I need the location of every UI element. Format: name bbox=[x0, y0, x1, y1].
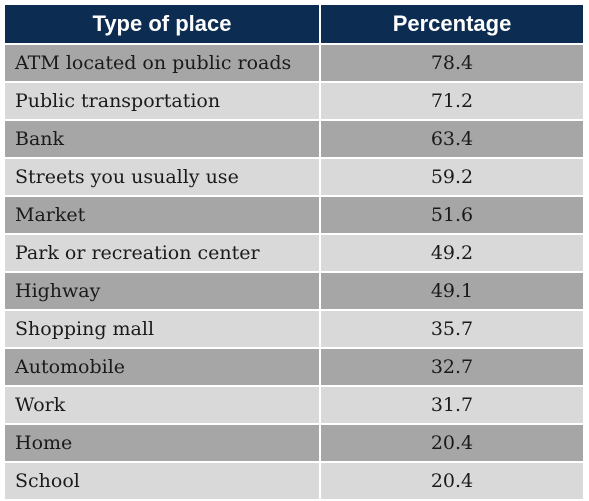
place-cell: Bank bbox=[5, 119, 321, 158]
place-cell: Streets you usually use bbox=[5, 157, 321, 196]
table-row: School 20.4 bbox=[5, 461, 583, 499]
table-row: Park or recreation center 49.2 bbox=[5, 233, 583, 272]
table-row: Public transportation 71.2 bbox=[5, 81, 583, 120]
place-cell: Work bbox=[5, 385, 321, 424]
table-row: Work 31.7 bbox=[5, 385, 583, 424]
table-row: Market 51.6 bbox=[5, 195, 583, 234]
percentage-cell: 63.4 bbox=[320, 119, 583, 158]
table-body: ATM located on public roads 78.4 Public tr… bbox=[5, 43, 583, 499]
percentage-cell: 35.7 bbox=[320, 309, 583, 348]
percentage-cell: 71.2 bbox=[320, 81, 583, 120]
table-container: Type of place Percentage ATM located on … bbox=[5, 5, 583, 499]
column-header-percentage: Percentage bbox=[320, 5, 583, 44]
table-row: Home 20.4 bbox=[5, 423, 583, 462]
percentage-cell: 49.2 bbox=[320, 233, 583, 272]
place-cell: School bbox=[5, 461, 321, 499]
table-row: Highway 49.1 bbox=[5, 271, 583, 310]
percentage-cell: 20.4 bbox=[320, 423, 583, 462]
place-cell: Park or recreation center bbox=[5, 233, 321, 272]
percentage-cell: 78.4 bbox=[320, 43, 583, 82]
percentage-cell: 20.4 bbox=[320, 461, 583, 499]
column-header-type-of-place: Type of place bbox=[5, 5, 321, 44]
place-cell: Market bbox=[5, 195, 321, 234]
percentage-cell: 31.7 bbox=[320, 385, 583, 424]
place-cell: Public transportation bbox=[5, 81, 321, 120]
percentage-cell: 59.2 bbox=[320, 157, 583, 196]
table-row: Bank 63.4 bbox=[5, 119, 583, 158]
place-cell: Highway bbox=[5, 271, 321, 310]
place-cell: Shopping mall bbox=[5, 309, 321, 348]
table-row: ATM located on public roads 78.4 bbox=[5, 43, 583, 82]
table-header-row: Type of place Percentage bbox=[5, 5, 583, 44]
table-row: Streets you usually use 59.2 bbox=[5, 157, 583, 196]
place-cell: Home bbox=[5, 423, 321, 462]
percentage-cell: 49.1 bbox=[320, 271, 583, 310]
places-table: Type of place Percentage ATM located on … bbox=[5, 5, 583, 499]
percentage-cell: 51.6 bbox=[320, 195, 583, 234]
table-row: Automobile 32.7 bbox=[5, 347, 583, 386]
table-row: Shopping mall 35.7 bbox=[5, 309, 583, 348]
percentage-cell: 32.7 bbox=[320, 347, 583, 386]
place-cell: Automobile bbox=[5, 347, 321, 386]
place-cell: ATM located on public roads bbox=[5, 43, 321, 82]
